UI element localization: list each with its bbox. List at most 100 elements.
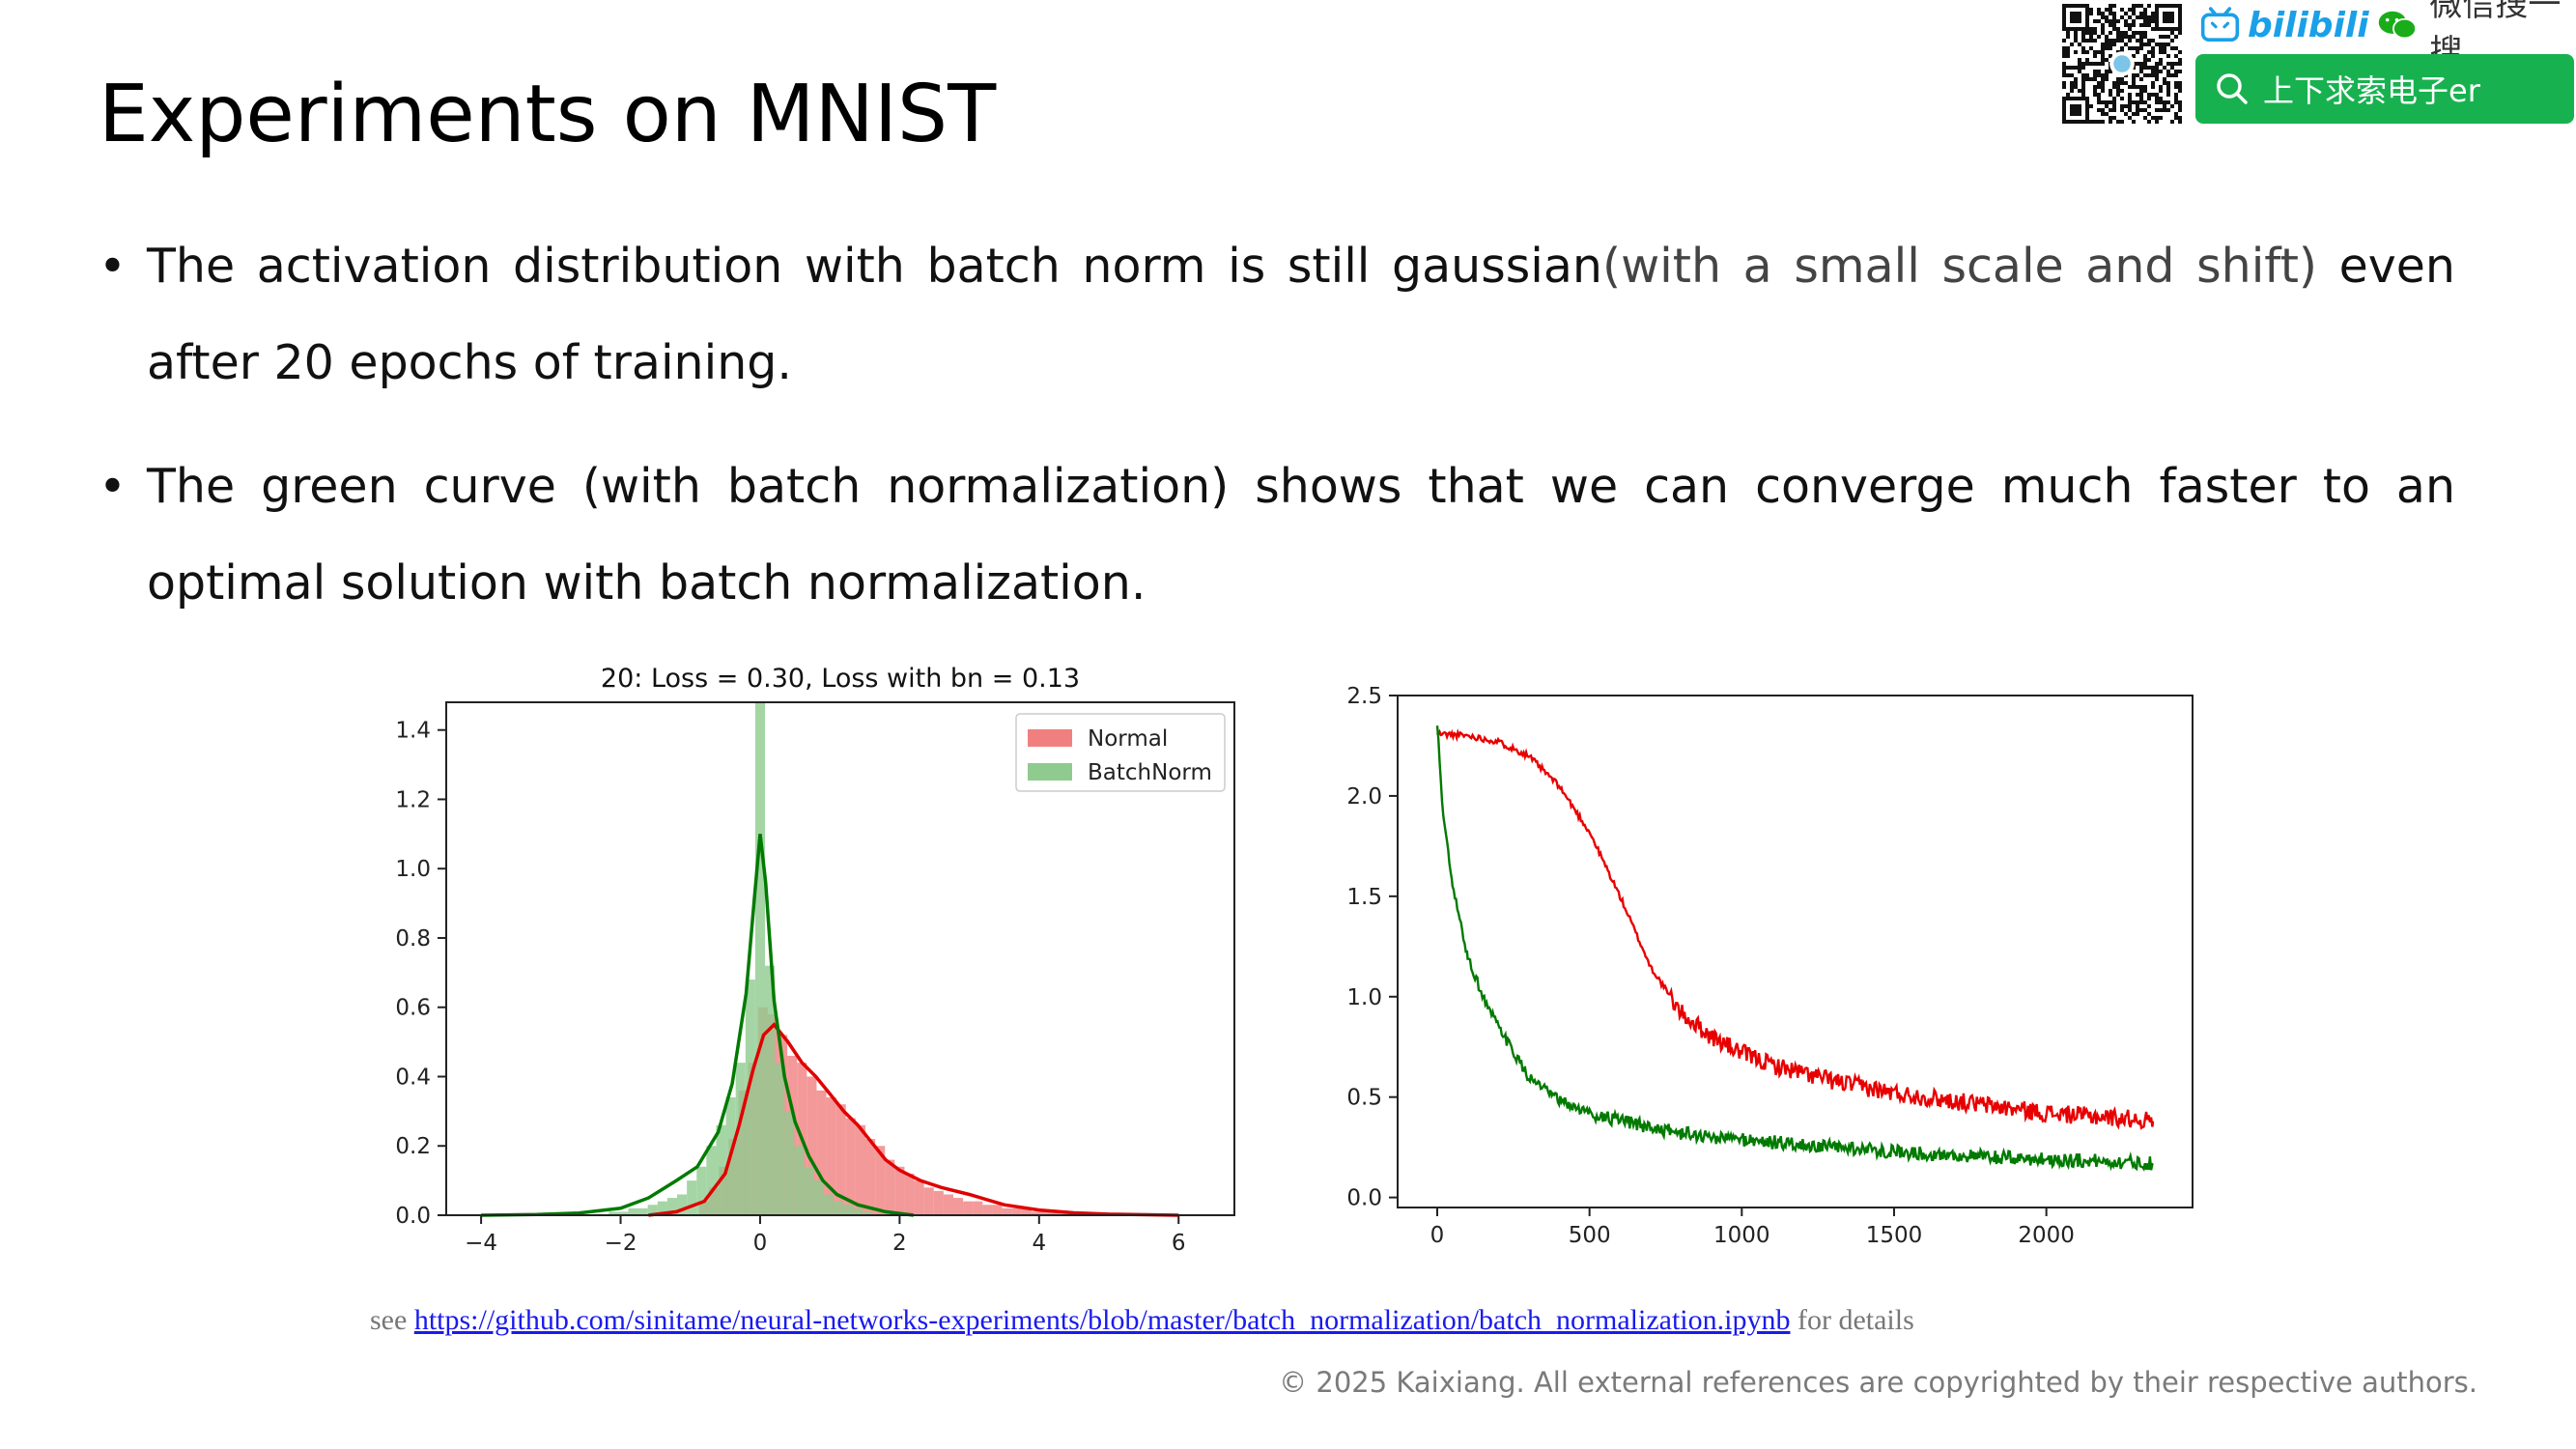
- histogram-bar: [852, 1208, 863, 1215]
- qr-module: [2151, 15, 2155, 19]
- qr-module: [2120, 46, 2124, 50]
- qr-module: [2139, 23, 2143, 27]
- qr-module: [2085, 58, 2089, 62]
- qr-module: [2109, 120, 2112, 124]
- qr-module: [2062, 62, 2066, 66]
- qr-module: [2066, 54, 2070, 58]
- qr-module: [2139, 12, 2143, 15]
- qr-module: [2136, 50, 2139, 54]
- slide-title: Experiments on MNIST: [99, 69, 997, 160]
- qr-module: [2097, 100, 2101, 104]
- qr-module: [2105, 35, 2109, 39]
- qr-module: [2170, 62, 2174, 66]
- y-tick-label: 0.5: [1346, 1086, 1382, 1111]
- qr-module: [2151, 70, 2155, 73]
- qr-module: [2178, 120, 2182, 124]
- y-tick-label: 0.2: [395, 1134, 431, 1159]
- histogram-bar: [816, 1090, 827, 1215]
- qr-module: [2120, 35, 2124, 39]
- plot-frame: [1397, 695, 2194, 1208]
- qr-module: [2093, 73, 2097, 77]
- qr-module: [2109, 8, 2112, 12]
- qr-module: [2101, 100, 2105, 104]
- qr-module: [2089, 120, 2093, 124]
- qr-module: [2159, 58, 2163, 62]
- qr-module: [2147, 43, 2151, 46]
- legend-label: BatchNorm: [1088, 760, 1212, 785]
- qr-module: [2132, 19, 2136, 23]
- qr-module: [2159, 97, 2163, 100]
- qr-module: [2128, 108, 2132, 112]
- qr-module: [2097, 35, 2101, 39]
- bullet-text: The activation distribution with batch n…: [147, 239, 2455, 390]
- histogram-bar: [618, 1211, 629, 1215]
- qr-module: [2159, 46, 2163, 50]
- qr-module: [2178, 81, 2182, 85]
- qr-module: [2081, 89, 2085, 93]
- qr-module: [2139, 77, 2143, 81]
- qr-module: [2109, 54, 2112, 58]
- qr-module: [2089, 31, 2093, 35]
- qr-module: [2078, 43, 2081, 46]
- qr-module: [2166, 62, 2170, 66]
- histogram-bar: [943, 1194, 953, 1215]
- qr-module: [2178, 116, 2182, 120]
- qr-module: [2066, 46, 2070, 50]
- qr-module: [2101, 58, 2105, 62]
- qr-module: [2081, 35, 2085, 39]
- histogram-bar: [933, 1190, 944, 1215]
- qr-module: [2143, 85, 2147, 89]
- reference-link[interactable]: https://github.com/sinitame/neural-netwo…: [413, 1304, 1791, 1336]
- qr-module: [2178, 85, 2182, 89]
- qr-module: [2155, 97, 2159, 100]
- qr-module: [2101, 27, 2105, 31]
- qr-module: [2097, 93, 2101, 97]
- qr-module: [2136, 15, 2139, 19]
- histogram-bar: [1031, 1211, 1041, 1215]
- qr-module: [2128, 116, 2132, 120]
- qr-module: [2093, 39, 2097, 43]
- qr-module: [2081, 46, 2085, 50]
- qr-module: [2124, 31, 2128, 35]
- qr-module: [2128, 93, 2132, 97]
- loss-svg: 0.0 0.5 1.0 1.5 2.0 2.5 0 500 1000 1500 2000: [1346, 684, 2194, 1248]
- qr-module: [2151, 54, 2155, 58]
- qr-module: [2132, 31, 2136, 35]
- qr-module: [2109, 31, 2112, 35]
- histogram-bar: [784, 1111, 795, 1215]
- qr-module: [2178, 62, 2182, 66]
- qr-module: [2147, 58, 2151, 62]
- histogram-bar: [823, 1194, 834, 1215]
- histogram-bar: [666, 1198, 678, 1215]
- qr-module: [2074, 66, 2078, 70]
- activation-histogram-chart: 20: Loss = 0.30, Loss with bn = 0.13 0.0 0…: [367, 657, 1236, 1269]
- qr-module: [2139, 43, 2143, 46]
- qr-module: [2097, 108, 2101, 112]
- qr-module: [2143, 89, 2147, 93]
- qr-module: [2139, 97, 2143, 100]
- qr-module: [2136, 39, 2139, 43]
- qr-module: [2151, 27, 2155, 31]
- qr-module: [2147, 50, 2151, 54]
- qr-module: [2136, 85, 2139, 89]
- qr-module: [2112, 19, 2116, 23]
- histogram-bar: [735, 1063, 746, 1215]
- qr-module: [2155, 73, 2159, 77]
- qr-module: [2089, 39, 2093, 43]
- qr-module: [2159, 70, 2163, 73]
- qr-module: [2101, 46, 2105, 50]
- wechat-search-box[interactable]: 上下求索电子er: [2195, 54, 2574, 124]
- x-tick-label: 0: [1430, 1223, 1445, 1248]
- qr-module: [2070, 89, 2074, 93]
- qr-module: [2155, 70, 2159, 73]
- qr-module: [2143, 43, 2147, 46]
- qr-module: [2151, 93, 2155, 97]
- qr-module: [2081, 73, 2085, 77]
- qr-module: [2163, 100, 2166, 104]
- qr-module: [2136, 73, 2139, 77]
- qr-module: [2143, 62, 2147, 66]
- qr-module: [2081, 66, 2085, 70]
- qr-module: [2105, 19, 2109, 23]
- qr-module: [2155, 108, 2159, 112]
- histogram-bar: [687, 1180, 697, 1215]
